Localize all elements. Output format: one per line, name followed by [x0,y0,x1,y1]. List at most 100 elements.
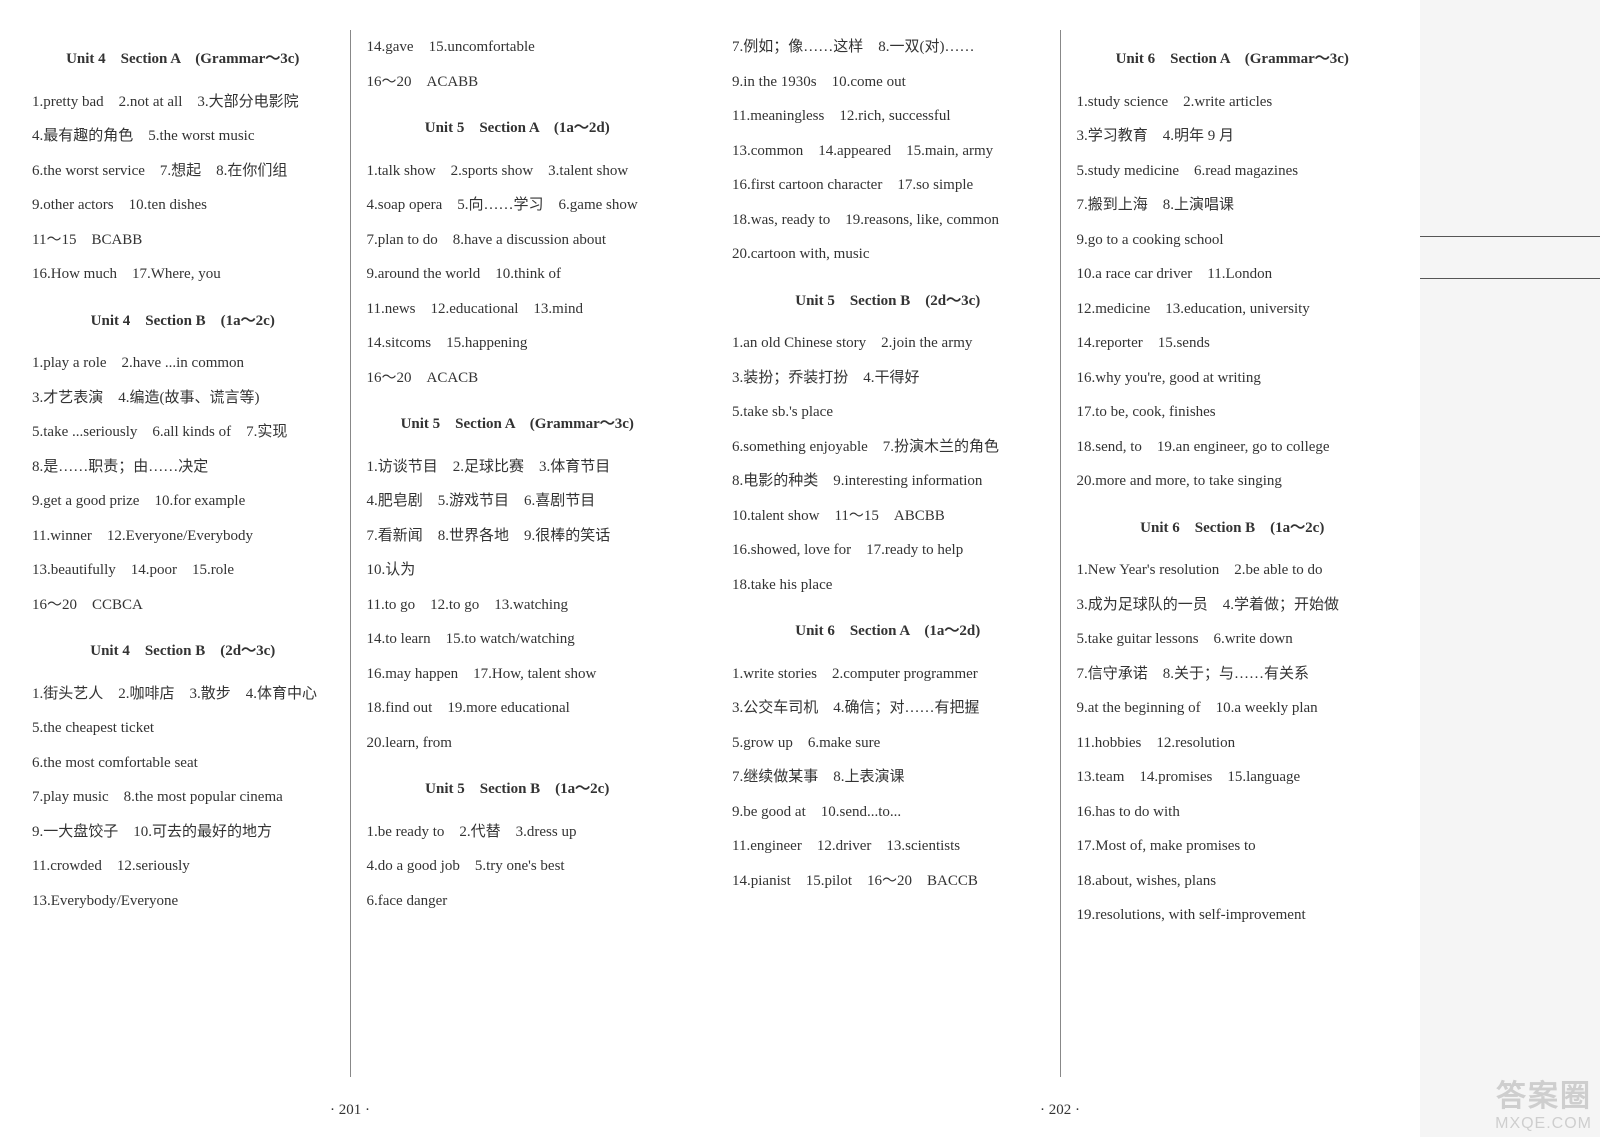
answer-line: 20.more and more, to take singing [1077,464,1389,499]
answer-line: 5.the cheapest ticket [32,711,334,746]
answer-line: 3.公交车司机 4.确信；对……有把握 [732,691,1044,726]
answer-line: 1.talk show 2.sports show 3.talent show [367,154,669,189]
answer-line: 9.in the 1930s 10.come out [732,65,1044,100]
answer-line: 7.例如；像……这样 8.一双(对)…… [732,30,1044,65]
watermark-url: MXQE.COM [1495,1115,1592,1133]
answer-line: 8.电影的种类 9.interesting information [732,464,1044,499]
answer-line: 5.take ...seriously 6.all kinds of 7.实现 [32,415,334,450]
section-title: Unit 5 Section A (1a～2d) [367,111,669,146]
answer-line: 11.news 12.educational 13.mind [367,292,669,327]
section-title: Unit 5 Section B (2d～3c) [732,284,1044,319]
answer-line: 9.other actors 10.ten dishes [32,188,334,223]
answer-line: 11.to go 12.to go 13.watching [367,588,669,623]
answer-line: 3.装扮；乔装打扮 4.干得好 [732,361,1044,396]
section-title: Unit 5 Section B (1a～2c) [367,772,669,807]
answer-line: 19.resolutions, with self-improvement [1077,898,1389,933]
answer-line: 3.成为足球队的一员 4.学着做；开始做 [1077,588,1389,623]
page-right-col2: Unit 6 Section A (Grammar～3c) 1.study sci… [1065,30,1401,1077]
answer-line: 17.Most of, make promises to [1077,829,1389,864]
answer-line: 10.a race car driver 11.London [1077,257,1389,292]
section-title: Unit 4 Section B (1a～2c) [32,304,334,339]
answer-line: 16.first cartoon character 17.so simple [732,168,1044,203]
answer-line: 14.to learn 15.to watch/watching [367,622,669,657]
answer-line: 16.why you're, good at writing [1077,361,1389,396]
answer-line: 5.grow up 6.make sure [732,726,1044,761]
answer-line: 11.crowded 12.seriously [32,849,334,884]
page-number-left: · 201 · [0,1102,700,1119]
answer-line: 12.medicine 13.education, university [1077,292,1389,327]
answer-line: 11.meaningless 12.rich, successful [732,99,1044,134]
answer-line: 1.New Year's resolution 2.be able to do [1077,553,1389,588]
answer-line: 7.继续做某事 8.上表演课 [732,760,1044,795]
answer-line: 16.has to do with [1077,795,1389,830]
page-left-col1: Unit 4 Section A (Grammar～3c) 1.pretty ba… [20,30,346,1077]
answer-line: 1.be ready to 2.代替 3.dress up [367,815,669,850]
answer-line: 1.play a role 2.have ...in common [32,346,334,381]
answer-line: 5.study medicine 6.read magazines [1077,154,1389,189]
answer-line: 18.was, ready to 19.reasons, like, commo… [732,203,1044,238]
answer-line: 6.face danger [367,884,669,919]
answer-line: 1.study science 2.write articles [1077,85,1389,120]
answer-line: 3.学习教育 4.明年 9 月 [1077,119,1389,154]
answer-line: 4.soap opera 5.向……学习 6.game show [367,188,669,223]
answer-line: 16.showed, love for 17.ready to help [732,533,1044,568]
page-number-right: · 202 · [700,1102,1420,1119]
answer-line: 6.the worst service 7.想起 8.在你们组 [32,154,334,189]
answer-line: 5.take sb.'s place [732,395,1044,430]
answer-line: 18.find out 19.more educational [367,691,669,726]
answer-line: 18.send, to 19.an engineer, go to colleg… [1077,430,1389,465]
answer-line: 6.something enjoyable 7.扮演木兰的角色 [732,430,1044,465]
answer-line: 1.街头艺人 2.咖啡店 3.散步 4.体育中心 [32,677,334,712]
answer-line: 13.common 14.appeared 15.main, army [732,134,1044,169]
answer-line: 17.to be, cook, finishes [1077,395,1389,430]
answer-line: 7.play music 8.the most popular cinema [32,780,334,815]
section-title: Unit 5 Section A (Grammar～3c) [367,407,669,442]
answer-line: 14.pianist 15.pilot 16～20 BACCB [732,864,1044,899]
answer-line: 7.看新闻 8.世界各地 9.很棒的笑话 [367,519,669,554]
answer-line: 9.at the beginning of 10.a weekly plan [1077,691,1389,726]
answer-line: 20.cartoon with, music [732,237,1044,272]
answer-line: 7.plan to do 8.have a discussion about [367,223,669,258]
answer-line: 11.hobbies 12.resolution [1077,726,1389,761]
answer-line: 10.talent show 11～15 ABCBB [732,499,1044,534]
page-right-col1: 7.例如；像……这样 8.一双(对)……9.in the 1930s 10.co… [720,30,1056,1077]
answer-line: 13.beautifully 14.poor 15.role [32,553,334,588]
answer-line: 16～20 ACABB [367,65,669,100]
section-title: Unit 4 Section A (Grammar～3c) [32,42,334,77]
answer-line: 14.sitcoms 15.happening [367,326,669,361]
answer-line: 11～15 BCABB [32,223,334,258]
column-divider [1060,30,1061,1077]
answer-line: 16.may happen 17.How, talent show [367,657,669,692]
answer-line: 9.be good at 10.send...to... [732,795,1044,830]
answer-line: 10.认为 [367,553,669,588]
answer-line: 9.go to a cooking school [1077,223,1389,258]
answer-line: 18.take his place [732,568,1044,603]
page-right: 7.例如；像……这样 8.一双(对)……9.in the 1930s 10.co… [700,0,1420,1137]
answer-line: 16～20 CCBCA [32,588,334,623]
answer-line: 13.Everybody/Everyone [32,884,334,919]
answer-line: 11.winner 12.Everyone/Everybody [32,519,334,554]
answer-line: 9.around the world 10.think of [367,257,669,292]
section-title: Unit 6 Section B (1a～2c) [1077,511,1389,546]
answer-line: 11.engineer 12.driver 13.scientists [732,829,1044,864]
watermark-cn: 答案圈 [1496,1071,1592,1115]
answer-line: 1.pretty bad 2.not at all 3.大部分电影院 [32,85,334,120]
section-title: Unit 6 Section A (Grammar～3c) [1077,42,1389,77]
answer-line: 4.do a good job 5.try one's best [367,849,669,884]
answer-line: 14.reporter 15.sends [1077,326,1389,361]
answer-line: 5.take guitar lessons 6.write down [1077,622,1389,657]
watermark: 答案圈 MXQE.COM [1420,1067,1600,1137]
answer-line: 20.learn, from [367,726,669,761]
answer-line: 4.肥皂剧 5.游戏节目 6.喜剧节目 [367,484,669,519]
column-divider [350,30,351,1077]
answer-line: 6.the most comfortable seat [32,746,334,781]
answer-line: 9.一大盘饺子 10.可去的最好的地方 [32,815,334,850]
answer-line: 13.team 14.promises 15.language [1077,760,1389,795]
answer-line: 1.访谈节目 2.足球比赛 3.体育节目 [367,450,669,485]
section-title: Unit 4 Section B (2d～3c) [32,634,334,669]
answer-line: 16～20 ACACB [367,361,669,396]
answer-line: 16.How much 17.Where, you [32,257,334,292]
answer-line: 1.an old Chinese story 2.join the army [732,326,1044,361]
answer-line: 1.write stories 2.computer programmer [732,657,1044,692]
answer-line: 14.gave 15.uncomfortable [367,30,669,65]
